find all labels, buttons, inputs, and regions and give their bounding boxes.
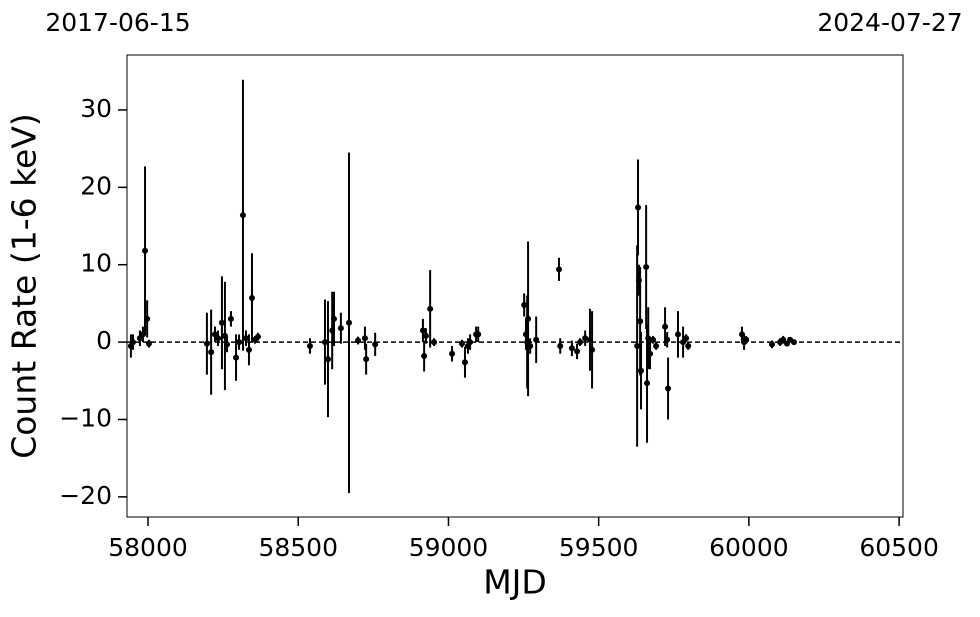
data-point [475, 331, 482, 338]
data-point [321, 339, 328, 346]
data-point [419, 327, 426, 334]
data-point [245, 346, 252, 353]
data-point [355, 337, 362, 344]
x-tick-label: 60000 [709, 533, 789, 562]
data-point [577, 339, 584, 346]
x-tick-label: 59500 [559, 533, 639, 562]
data-point [236, 339, 243, 346]
data-point [738, 331, 745, 338]
data-point [239, 212, 246, 219]
y-tick-label: −20 [59, 481, 112, 510]
data-point [638, 367, 645, 374]
data-point [363, 356, 370, 363]
y-tick-label: 0 [96, 326, 112, 355]
x-tick-label: 60500 [859, 533, 939, 562]
data-point [329, 327, 336, 334]
data-point [665, 385, 672, 392]
data-point [215, 335, 222, 342]
data-point [644, 380, 651, 387]
x-axis-label: MJD [483, 563, 547, 602]
data-point [306, 342, 313, 349]
data-point [227, 315, 234, 322]
data-point [586, 336, 593, 343]
x-tick-label: 59000 [409, 533, 489, 562]
data-point [361, 335, 368, 342]
data-point [203, 340, 210, 347]
y-axis-label: Count Rate (1-6 keV) [5, 113, 44, 459]
data-point [533, 336, 540, 343]
data-point [522, 331, 529, 338]
data-point [427, 305, 434, 312]
data-point [221, 332, 228, 339]
top-right-date: 2024-07-27 [817, 8, 962, 37]
data-point [643, 264, 650, 271]
plot-frame [126, 54, 904, 518]
data-point [242, 335, 249, 342]
data-point [662, 323, 669, 330]
y-tick-label: 30 [80, 94, 112, 123]
data-point [557, 342, 564, 349]
data-point [637, 318, 644, 325]
data-point [324, 356, 331, 363]
data-point [248, 294, 255, 301]
data-point [233, 354, 240, 361]
data-point [635, 277, 642, 284]
top-left-date: 2017-06-15 [45, 8, 190, 37]
data-point [144, 315, 151, 322]
data-point [461, 359, 468, 366]
data-point [743, 336, 750, 343]
data-point [218, 319, 225, 326]
data-point [647, 350, 654, 357]
data-point [780, 336, 787, 343]
data-point [650, 336, 657, 343]
data-point [790, 339, 797, 346]
y-tick-label: −10 [59, 403, 112, 432]
data-point [527, 342, 534, 349]
data-point [674, 331, 681, 338]
data-point [568, 345, 575, 352]
x-tick-label: 58500 [258, 533, 338, 562]
data-point [645, 335, 652, 342]
data-point [589, 346, 596, 353]
data-point [458, 340, 465, 347]
data-point [664, 336, 671, 343]
data-point [634, 342, 641, 349]
data-point [449, 350, 456, 357]
data-point [422, 332, 429, 339]
data-point [685, 342, 692, 349]
data-point [145, 340, 152, 347]
data-point [653, 342, 660, 349]
data-point [142, 247, 149, 254]
data-point [337, 325, 344, 332]
data-point [254, 333, 261, 340]
data-point [635, 204, 642, 211]
data-point [769, 341, 776, 348]
data-point [683, 335, 690, 342]
data-point [208, 349, 215, 356]
data-point [224, 341, 231, 348]
data-point [330, 315, 337, 322]
data-point [574, 348, 581, 355]
data-point [421, 353, 428, 360]
data-point [582, 335, 589, 342]
data-point [130, 339, 137, 346]
data-point [139, 331, 146, 338]
data-point [525, 315, 532, 322]
data-point [521, 301, 528, 308]
x-tick-label: 58000 [108, 533, 188, 562]
data-point [467, 339, 474, 346]
y-tick-label: 10 [80, 249, 112, 278]
y-tick-label: 20 [80, 171, 112, 200]
data-point [346, 319, 353, 326]
data-point [431, 339, 438, 346]
data-point [556, 266, 563, 273]
data-point [372, 341, 379, 348]
